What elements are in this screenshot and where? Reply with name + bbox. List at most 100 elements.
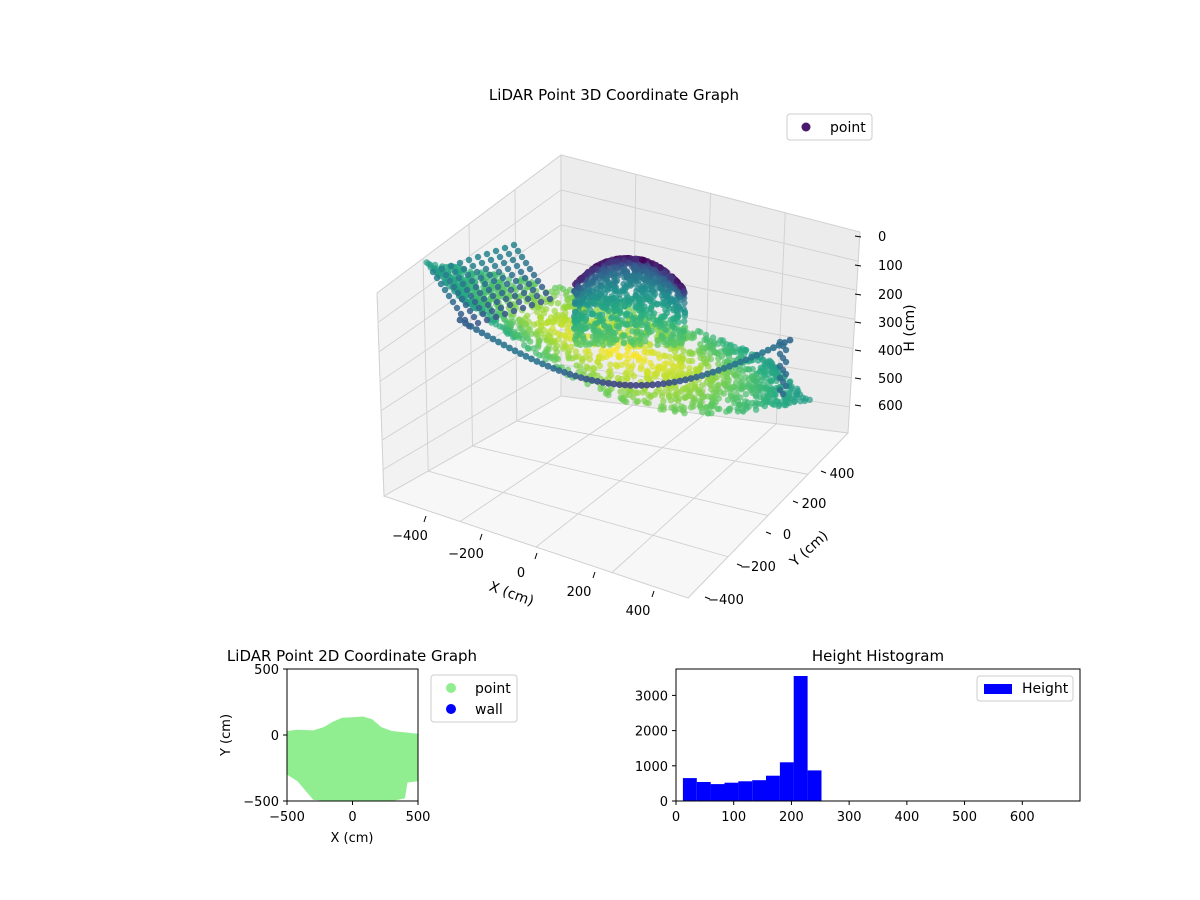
point-3d [503,280,511,288]
point-3d [554,300,561,307]
point-3d [731,370,738,377]
point-3d [627,277,635,285]
z-tick-mark-3d [854,377,862,380]
point-3d [514,247,522,255]
point-3d [586,286,593,293]
z-tick-label-3d: 100 [878,259,903,274]
x-axis-label-2d: X (cm) [331,831,374,846]
point-3d [646,329,653,336]
point-3d [661,372,668,380]
point-3d [645,400,652,407]
point-3d [467,292,475,300]
point-3d [487,256,495,264]
grid-line-z [376,154,861,294]
z-axis-label-3d: H (cm) [902,304,918,351]
point-3d [708,393,715,401]
point-3d [504,330,511,337]
point-3d [765,394,773,401]
point-3d [748,354,755,361]
point-3d [768,363,775,371]
point-3d [611,277,618,285]
point-3d [641,349,648,356]
point-3d [519,336,526,343]
point-3d [806,396,813,403]
point-3d [539,360,546,368]
point-3d [579,332,587,340]
point-3d [649,363,656,370]
point-3d [607,350,614,358]
point-3d [462,301,470,309]
point-3d [501,244,509,252]
point-3d [671,378,678,386]
x-tick-mark-3d [651,590,655,598]
point-3d [635,357,642,364]
point-3d [724,375,731,382]
point-3d [504,265,512,273]
point-3d [607,361,614,368]
point-3d [476,289,484,297]
point-3d [718,353,725,360]
point-3d [610,335,617,342]
point-3d [611,287,618,295]
point-3d [638,329,645,336]
point-3d [627,370,635,377]
point-3d [697,362,705,369]
point-3d [540,326,548,334]
point-3d [471,298,479,306]
point-3d [786,336,794,344]
x-tick-label-3d: −200 [448,547,484,562]
point-3d [555,367,563,374]
point-3d [590,364,597,372]
point-3d [660,380,667,388]
point-3d [726,362,733,370]
point-3d [700,393,708,400]
point-3d [622,271,630,279]
point-3d [563,292,570,299]
point-3d [521,274,529,282]
point-3d [599,316,607,323]
point-3d [756,393,763,401]
point-3d [441,286,449,294]
x-tick-label-histogram: 100 [721,810,746,825]
point-3d [474,319,482,327]
point-3d [641,303,648,310]
point-3d [437,280,445,288]
y-tick-label-3d: −200 [740,560,776,575]
point-3d [782,399,789,406]
point-3d [589,370,596,377]
histogram-bar [738,781,753,801]
point-3d [499,274,507,282]
y-tick-label-histogram: 3000 [635,689,668,704]
point-3d [593,312,600,320]
point-3d [674,307,681,314]
point-3d [492,313,500,321]
point-3d [533,292,541,300]
point-3d [562,310,569,317]
point-3d [560,340,567,347]
point-3d [720,365,728,372]
point-3d [686,348,694,356]
histogram-bar [752,780,767,801]
point-3d [736,402,743,409]
point-3d [605,307,612,314]
point-3d [596,286,604,293]
point-3d [672,353,679,361]
point-3d [533,358,541,365]
point-3d [542,289,550,297]
point-3d [573,362,580,369]
point-3d [534,277,542,285]
point-3d [502,295,510,303]
point-3d [617,388,624,395]
point-3d [738,378,746,385]
legend-2d-wall-marker [446,704,456,714]
histogram-bar [696,782,711,801]
point-3d [695,327,702,335]
point-3d [679,385,687,392]
point-3d [510,307,518,315]
z-tick-mark-3d [854,404,862,407]
point-3d [480,295,488,303]
point-3d [667,316,674,323]
y-tick-label-3d: 0 [783,528,791,543]
point-3d [507,286,515,294]
z-tick-label-3d: 600 [878,399,903,414]
